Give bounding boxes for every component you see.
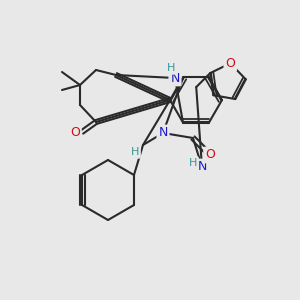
- Text: H: H: [167, 63, 175, 73]
- Text: O: O: [205, 148, 215, 161]
- Text: O: O: [225, 57, 235, 70]
- Text: H: H: [131, 147, 139, 157]
- Text: N: N: [170, 71, 180, 85]
- Text: O: O: [70, 125, 80, 139]
- Text: N: N: [158, 127, 168, 140]
- Text: H: H: [189, 158, 197, 168]
- Text: N: N: [197, 160, 207, 173]
